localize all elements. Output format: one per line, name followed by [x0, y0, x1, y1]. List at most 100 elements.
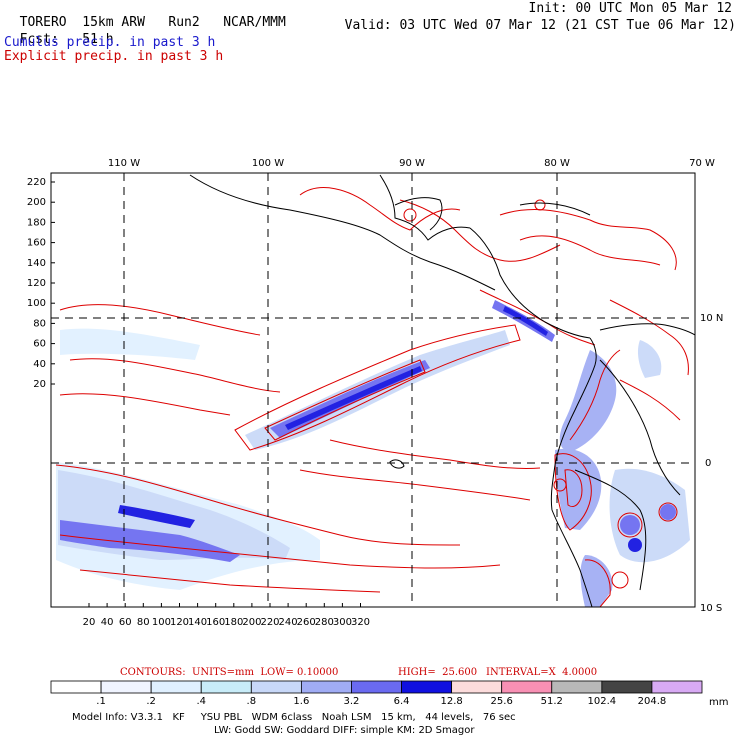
map-frame [50, 172, 696, 608]
lon-label: 110 W [108, 158, 140, 169]
y-tick-label: 220 [27, 177, 46, 188]
y-tick-label: 100 [27, 298, 46, 309]
cell-1 [620, 515, 640, 535]
colorbar-label: .2 [146, 696, 156, 707]
legend-cumulus: Cumulus precip. in past 3 h [4, 35, 216, 50]
contour-east-1 [609, 299, 689, 376]
contour-itcz-outer [234, 324, 521, 451]
contour-itcz-inner [264, 359, 426, 441]
model-name: TORERO [19, 15, 67, 30]
x-tick-label: 40 [101, 617, 114, 628]
lat-label: 10 N [700, 313, 723, 324]
colorbar-label: 6.4 [393, 696, 410, 707]
cell-2 [660, 504, 676, 520]
x-tick-label: 60 [119, 617, 132, 628]
lon-label: 100 W [252, 158, 284, 169]
y-grid-ticks: 220 200 180 160 140 120 100 80 60 40 20 [27, 177, 55, 390]
colorbar-swatch [100, 680, 152, 694]
contour-south-1 [55, 464, 461, 546]
colorbar-swatch [401, 680, 453, 694]
forecast-hour: Fcst: 51 h [4, 19, 114, 47]
y-tick-label: 200 [27, 197, 46, 208]
model-org: NCAR/MMM [223, 15, 286, 30]
x-tick-label: 200 [242, 617, 261, 628]
contour-south-2 [59, 534, 501, 569]
colorbar-label: .1 [96, 696, 106, 707]
valid-time: Valid: 03 UTC Wed 07 Mar 12 (21 CST Tue … [344, 18, 736, 33]
colorbar-swatch [250, 680, 302, 694]
explicit-precip-contours [55, 187, 689, 607]
south-america-west [550, 337, 597, 607]
contour-high: HIGH= 25.600 [398, 667, 478, 678]
peru-convection [580, 555, 613, 607]
colorbar-label: .4 [196, 696, 206, 707]
contour-south-3 [79, 569, 381, 593]
south-america-north [599, 323, 695, 336]
x-tick-label: 240 [279, 617, 298, 628]
lon-label: 70 W [689, 158, 715, 169]
contour-gulf-1 [299, 187, 461, 231]
lon-labels: 110 W 100 W 90 W 80 W 70 W [108, 158, 715, 169]
gulf-coast [379, 174, 471, 241]
contour-cell-5 [534, 199, 546, 211]
ecuador-convection [555, 448, 602, 530]
fcst-label: Fcst: [19, 32, 59, 47]
x-tick-label: 220 [260, 617, 279, 628]
central-america [469, 227, 591, 339]
x-tick-label: 160 [206, 617, 225, 628]
cell-3 [628, 538, 642, 552]
contour-east-2 [619, 379, 681, 421]
colorbar-swatch [551, 680, 603, 694]
x-tick-label: 260 [297, 617, 316, 628]
contour-caribbean-2 [519, 235, 661, 266]
colorbar-swatch [50, 680, 102, 694]
y-tick-label: 120 [27, 278, 46, 289]
contour-ecuador-1 [554, 453, 592, 531]
contour-west-3 [59, 393, 231, 416]
y-tick-label: 140 [27, 258, 46, 269]
north-sa-patch [637, 340, 662, 378]
colorbar-swatch [150, 680, 202, 694]
contour-cell-3 [611, 571, 629, 589]
south-band-core [118, 505, 195, 528]
andes-border [599, 359, 681, 496]
colorbar-swatch [300, 680, 352, 694]
contour-ecuador-2 [564, 469, 583, 507]
contour-west-2 [69, 358, 281, 393]
colorbar-label: .8 [246, 696, 257, 707]
header-line-1: TORERO 15km ARW Run2 NCAR/MMM [4, 2, 286, 30]
x-tick-label: 320 [351, 617, 370, 628]
galapagos [389, 459, 405, 469]
model-info-line-1: Model Info: V3.3.1 KF YSU PBL WDM 6class… [72, 712, 516, 723]
contour-units: CONTOURS: UNITS=mm LOW= 0.10000 [120, 667, 339, 678]
x-tick-label: 300 [333, 617, 352, 628]
legend-explicit: Explicit precip. in past 3 h [4, 49, 224, 64]
x-tick-label: 80 [137, 617, 150, 628]
contour-peru [584, 559, 611, 607]
coastlines [189, 174, 695, 607]
x-tick-label: 280 [315, 617, 334, 628]
yucatan [394, 197, 443, 231]
contour-cell-4 [553, 478, 567, 492]
colorbar-label: 3.2 [343, 696, 360, 707]
contour-mid-2 [299, 469, 531, 501]
y-tick-label: 40 [33, 359, 46, 370]
y-tick-label: 20 [33, 379, 46, 390]
colorbar-label: 204.8 [637, 696, 667, 707]
y-tick-label: 160 [27, 238, 46, 249]
colorbar-swatch [651, 680, 703, 694]
colorbar-label: 102.4 [587, 696, 617, 707]
colorbar [50, 680, 703, 694]
y-tick-label: 180 [27, 217, 46, 228]
contour-cell-2 [658, 502, 678, 522]
colorbar-swatch [451, 680, 503, 694]
x-tick-label: 100 [152, 617, 171, 628]
lat-lon-grid [51, 173, 695, 607]
south-band-strong [60, 520, 240, 562]
colorbar-swatch [200, 680, 252, 694]
west-patch-light [60, 328, 200, 360]
colorbar-label: 25.6 [490, 696, 513, 707]
panama-core [503, 306, 548, 336]
colorbar-unit: mm [709, 697, 729, 708]
lon-label: 80 W [544, 158, 570, 169]
